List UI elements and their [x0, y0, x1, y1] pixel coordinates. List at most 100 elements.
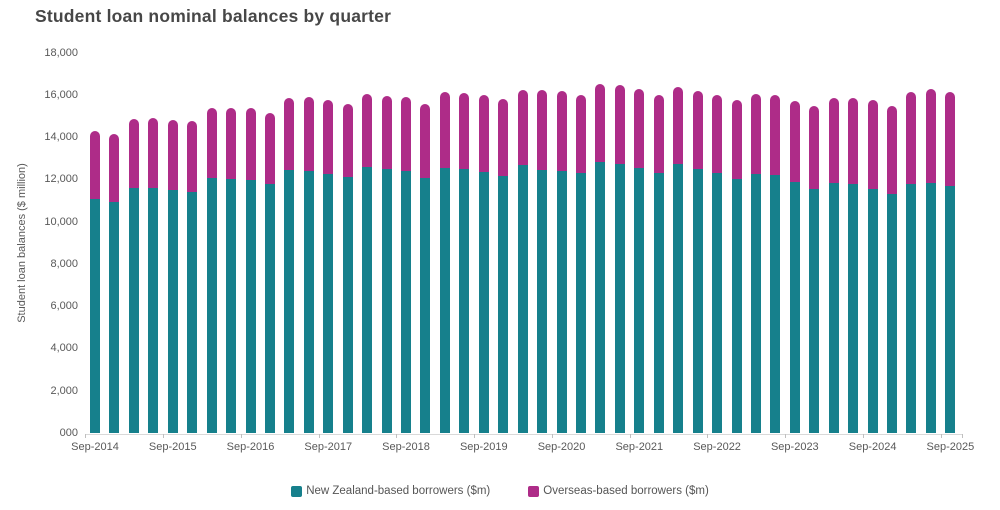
legend-item-overseas: Overseas-based borrowers ($m) — [528, 485, 709, 497]
stacked-bar — [731, 100, 742, 434]
x-tick-label: Sep-2024 — [848, 441, 897, 453]
bar-segment-nz-based — [148, 187, 159, 434]
stacked-bar — [362, 93, 373, 434]
x-axis-tick — [629, 434, 631, 438]
stacked-bar — [653, 95, 664, 434]
legend-swatch-nz-based — [291, 485, 303, 497]
bar-segment-nz-based — [128, 188, 139, 434]
stacked-bar — [148, 118, 159, 434]
bar-segment-nz-based — [556, 171, 567, 434]
bar-segment-nz-based — [887, 193, 898, 434]
bar-segment-nz-based — [634, 167, 645, 434]
bar-segment-nz-based — [517, 165, 528, 434]
bar-segment-nz-based — [90, 199, 100, 434]
x-axis-tick — [551, 434, 553, 438]
x-axis-tick — [85, 434, 86, 438]
x-tick-label: Sep-2025 — [926, 441, 975, 453]
x-tick-label: Sep-2017 — [304, 441, 353, 453]
stacked-bar — [459, 92, 470, 434]
stacked-bar — [439, 92, 450, 434]
stacked-bar — [401, 97, 412, 434]
stacked-bar — [809, 105, 820, 434]
bar-segment-nz-based — [167, 189, 178, 434]
stacked-bar — [245, 108, 256, 434]
bar-segment-nz-based — [848, 184, 859, 434]
stacked-bar — [712, 95, 723, 434]
y-tick-label: 18,000 — [44, 46, 78, 59]
stacked-bar — [226, 107, 237, 434]
bar-segment-nz-based — [303, 170, 314, 434]
bar-segment-nz-based — [439, 168, 450, 434]
stacked-bar — [945, 91, 956, 434]
legend-item-nz-based: New Zealand-based borrowers ($m) — [291, 485, 490, 497]
stacked-bar — [556, 91, 567, 434]
x-axis-tick — [785, 434, 787, 438]
stacked-bar — [517, 89, 528, 434]
y-tick-label: 000 — [59, 427, 78, 439]
x-axis-tick — [318, 434, 320, 438]
bar-segment-nz-based — [653, 173, 664, 434]
legend-swatch-overseas — [528, 485, 540, 497]
x-tick-label: Sep-2018 — [382, 441, 430, 453]
y-tick-label: 16,000 — [44, 88, 78, 101]
stacked-bar — [284, 97, 295, 434]
x-tick-label: Sep-2021 — [615, 441, 664, 453]
stacked-bar — [187, 121, 198, 434]
stacked-bar — [634, 89, 645, 434]
bar-segment-nz-based — [925, 183, 936, 434]
stacked-bar — [848, 97, 859, 434]
bar-segment-nz-based — [673, 164, 684, 434]
y-tick-label: 2,000 — [50, 384, 78, 397]
stacked-bar — [789, 101, 800, 434]
x-axis-tick — [962, 434, 963, 438]
stacked-bar — [323, 100, 334, 434]
bar-segment-nz-based — [867, 189, 878, 434]
stacked-bar — [167, 120, 178, 434]
x-axis-tick — [940, 434, 942, 438]
stacked-bar — [614, 85, 625, 434]
bar-segment-nz-based — [381, 169, 392, 434]
bar-segment-nz-based — [109, 201, 120, 434]
bar-segment-nz-based — [401, 171, 412, 434]
bar-segment-nz-based — [498, 176, 509, 434]
bar-segment-nz-based — [828, 183, 839, 434]
stacked-bar — [692, 91, 703, 434]
bar-segment-nz-based — [731, 179, 742, 434]
bar-segment-nz-based — [945, 186, 956, 434]
bar-segment-nz-based — [478, 172, 489, 434]
bar-segment-nz-based — [712, 173, 723, 434]
bar-segment-nz-based — [323, 174, 334, 434]
x-tick-label: Sep-2014 — [71, 441, 119, 453]
stacked-bar — [303, 96, 314, 434]
stacked-bar — [90, 130, 100, 434]
stacked-bar — [906, 92, 917, 434]
stacked-bar — [887, 106, 898, 434]
bar-segment-nz-based — [187, 192, 198, 434]
bar-segment-nz-based — [245, 180, 256, 434]
bar-segment-nz-based — [459, 168, 470, 434]
bar-segment-nz-based — [284, 170, 295, 434]
bar-segment-nz-based — [420, 178, 431, 434]
stacked-bar — [381, 95, 392, 434]
stacked-bar — [342, 104, 353, 434]
bar-segment-nz-based — [342, 177, 353, 434]
x-tick-label: Sep-2016 — [226, 441, 275, 453]
x-tick-label: Sep-2020 — [537, 441, 586, 453]
bar-segment-nz-based — [809, 189, 820, 434]
bar-segment-nz-based — [770, 175, 781, 434]
bar-segment-nz-based — [206, 178, 217, 434]
x-axis-line — [85, 433, 962, 435]
x-axis-tick — [396, 434, 398, 438]
x-axis-tick — [474, 434, 476, 438]
y-tick-label: 8,000 — [50, 257, 78, 270]
stacked-bar — [420, 103, 431, 434]
y-tick-label: 6,000 — [50, 300, 78, 313]
bar-segment-nz-based — [576, 173, 586, 434]
stacked-bar — [537, 90, 548, 434]
stacked-bar — [109, 133, 120, 434]
y-axis-title: Student loan balances ($ million) — [16, 163, 28, 323]
stacked-bar — [867, 100, 878, 434]
stacked-bar — [750, 93, 761, 434]
stacked-bar — [206, 107, 217, 434]
y-tick-label: 10,000 — [44, 215, 78, 228]
